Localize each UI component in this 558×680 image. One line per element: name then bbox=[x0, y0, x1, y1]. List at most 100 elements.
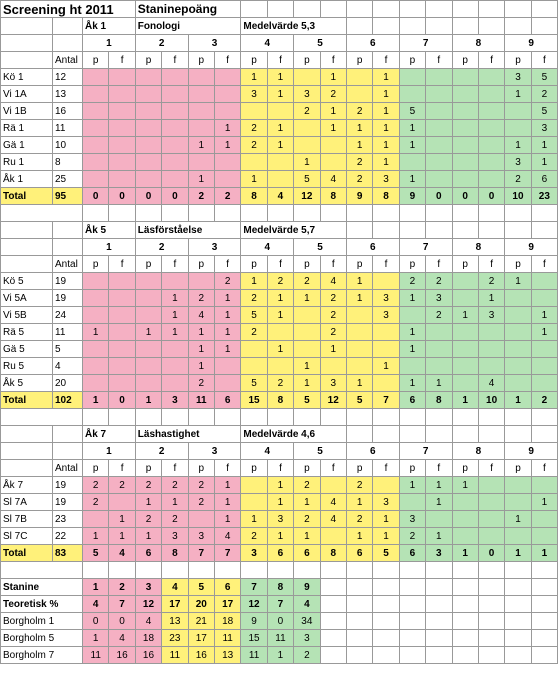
summary-teoretisk: 4 bbox=[83, 596, 109, 613]
row-antal: 16 bbox=[53, 103, 83, 120]
data-cell: 1 bbox=[320, 103, 346, 120]
summary-cell: 13 bbox=[214, 647, 240, 664]
avg-label: Medelvärde 5,3 bbox=[241, 18, 347, 35]
total-cell: 3 bbox=[241, 545, 267, 562]
summary-cell: 0 bbox=[83, 613, 109, 630]
data-cell bbox=[452, 103, 478, 120]
row-label: Sl 7A bbox=[1, 494, 53, 511]
pf-header: p bbox=[452, 460, 478, 477]
data-cell bbox=[373, 273, 399, 290]
summary-stanine: 2 bbox=[109, 579, 135, 596]
screening-table: Screening ht 2011StaninepoängÅk 1Fonolog… bbox=[0, 0, 558, 664]
total-cell: 6 bbox=[294, 545, 320, 562]
data-cell bbox=[478, 324, 504, 341]
data-cell bbox=[241, 154, 267, 171]
total-cell: 4 bbox=[109, 545, 135, 562]
stanine-header: 8 bbox=[452, 239, 505, 256]
data-cell bbox=[109, 137, 135, 154]
stanine-header: 3 bbox=[188, 35, 241, 52]
data-cell bbox=[162, 137, 188, 154]
total-cell: 10 bbox=[505, 188, 531, 205]
row-antal: 19 bbox=[53, 494, 83, 511]
data-cell: 3 bbox=[373, 290, 399, 307]
total-cell: 7 bbox=[188, 545, 214, 562]
data-cell bbox=[426, 154, 452, 171]
data-cell bbox=[188, 511, 214, 528]
total-cell: 11 bbox=[188, 392, 214, 409]
data-cell bbox=[505, 375, 531, 392]
data-cell: 1 bbox=[214, 494, 240, 511]
page-subtitle: Staninepoäng bbox=[135, 1, 241, 18]
data-cell: 1 bbox=[188, 171, 214, 188]
total-cell: 6 bbox=[267, 545, 293, 562]
data-cell: 1 bbox=[294, 528, 320, 545]
data-cell: 2 bbox=[426, 307, 452, 324]
data-cell: 1 bbox=[267, 307, 293, 324]
data-cell bbox=[505, 103, 531, 120]
data-cell bbox=[531, 375, 557, 392]
pf-header: p bbox=[294, 460, 320, 477]
data-cell bbox=[267, 154, 293, 171]
data-cell bbox=[135, 103, 161, 120]
data-cell bbox=[83, 290, 109, 307]
data-cell: 1 bbox=[373, 511, 399, 528]
data-cell: 1 bbox=[214, 324, 240, 341]
data-cell bbox=[452, 86, 478, 103]
data-cell bbox=[83, 86, 109, 103]
data-cell: 2 bbox=[214, 273, 240, 290]
pf-header: p bbox=[188, 460, 214, 477]
total-cell: 6 bbox=[214, 392, 240, 409]
data-cell: 1 bbox=[531, 137, 557, 154]
data-cell bbox=[426, 358, 452, 375]
row-antal: 12 bbox=[53, 69, 83, 86]
data-cell bbox=[531, 477, 557, 494]
row-label: Kö 5 bbox=[1, 273, 53, 290]
total-cell: 6 bbox=[399, 545, 425, 562]
summary-cell: 4 bbox=[109, 630, 135, 647]
total-cell: 8 bbox=[426, 392, 452, 409]
data-cell: 1 bbox=[214, 341, 240, 358]
total-cell: 5 bbox=[373, 545, 399, 562]
row-antal: 23 bbox=[53, 511, 83, 528]
data-cell bbox=[162, 171, 188, 188]
data-cell: 1 bbox=[214, 290, 240, 307]
data-cell bbox=[135, 137, 161, 154]
row-label: Åk 1 bbox=[1, 171, 53, 188]
data-cell bbox=[373, 324, 399, 341]
summary-row-label: Borgholm 1 bbox=[1, 613, 83, 630]
pf-header: f bbox=[531, 256, 557, 273]
data-cell bbox=[452, 494, 478, 511]
data-cell bbox=[188, 103, 214, 120]
data-cell: 1 bbox=[399, 375, 425, 392]
data-cell bbox=[531, 290, 557, 307]
total-cell: 0 bbox=[478, 545, 504, 562]
pf-header: p bbox=[346, 256, 372, 273]
summary-stanine: 1 bbox=[83, 579, 109, 596]
pf-header: f bbox=[373, 460, 399, 477]
pf-header: p bbox=[505, 52, 531, 69]
data-cell bbox=[426, 103, 452, 120]
data-cell bbox=[83, 137, 109, 154]
pf-header: f bbox=[162, 460, 188, 477]
data-cell: 1 bbox=[373, 120, 399, 137]
pf-header: f bbox=[478, 460, 504, 477]
data-cell: 2 bbox=[294, 477, 320, 494]
data-cell bbox=[162, 103, 188, 120]
data-cell bbox=[478, 358, 504, 375]
data-cell bbox=[214, 69, 240, 86]
data-cell bbox=[109, 494, 135, 511]
data-cell bbox=[505, 528, 531, 545]
data-cell: 4 bbox=[478, 375, 504, 392]
avg-label: Medelvärde 4,6 bbox=[241, 426, 347, 443]
summary-cell: 11 bbox=[83, 647, 109, 664]
total-cell: 15 bbox=[241, 392, 267, 409]
pf-header: p bbox=[346, 460, 372, 477]
data-cell bbox=[241, 341, 267, 358]
total-cell: 0 bbox=[452, 188, 478, 205]
data-cell bbox=[109, 171, 135, 188]
data-cell: 2 bbox=[294, 103, 320, 120]
data-cell bbox=[346, 307, 372, 324]
data-cell bbox=[109, 358, 135, 375]
row-label: Ru 1 bbox=[1, 154, 53, 171]
row-label: Åk 7 bbox=[1, 477, 53, 494]
